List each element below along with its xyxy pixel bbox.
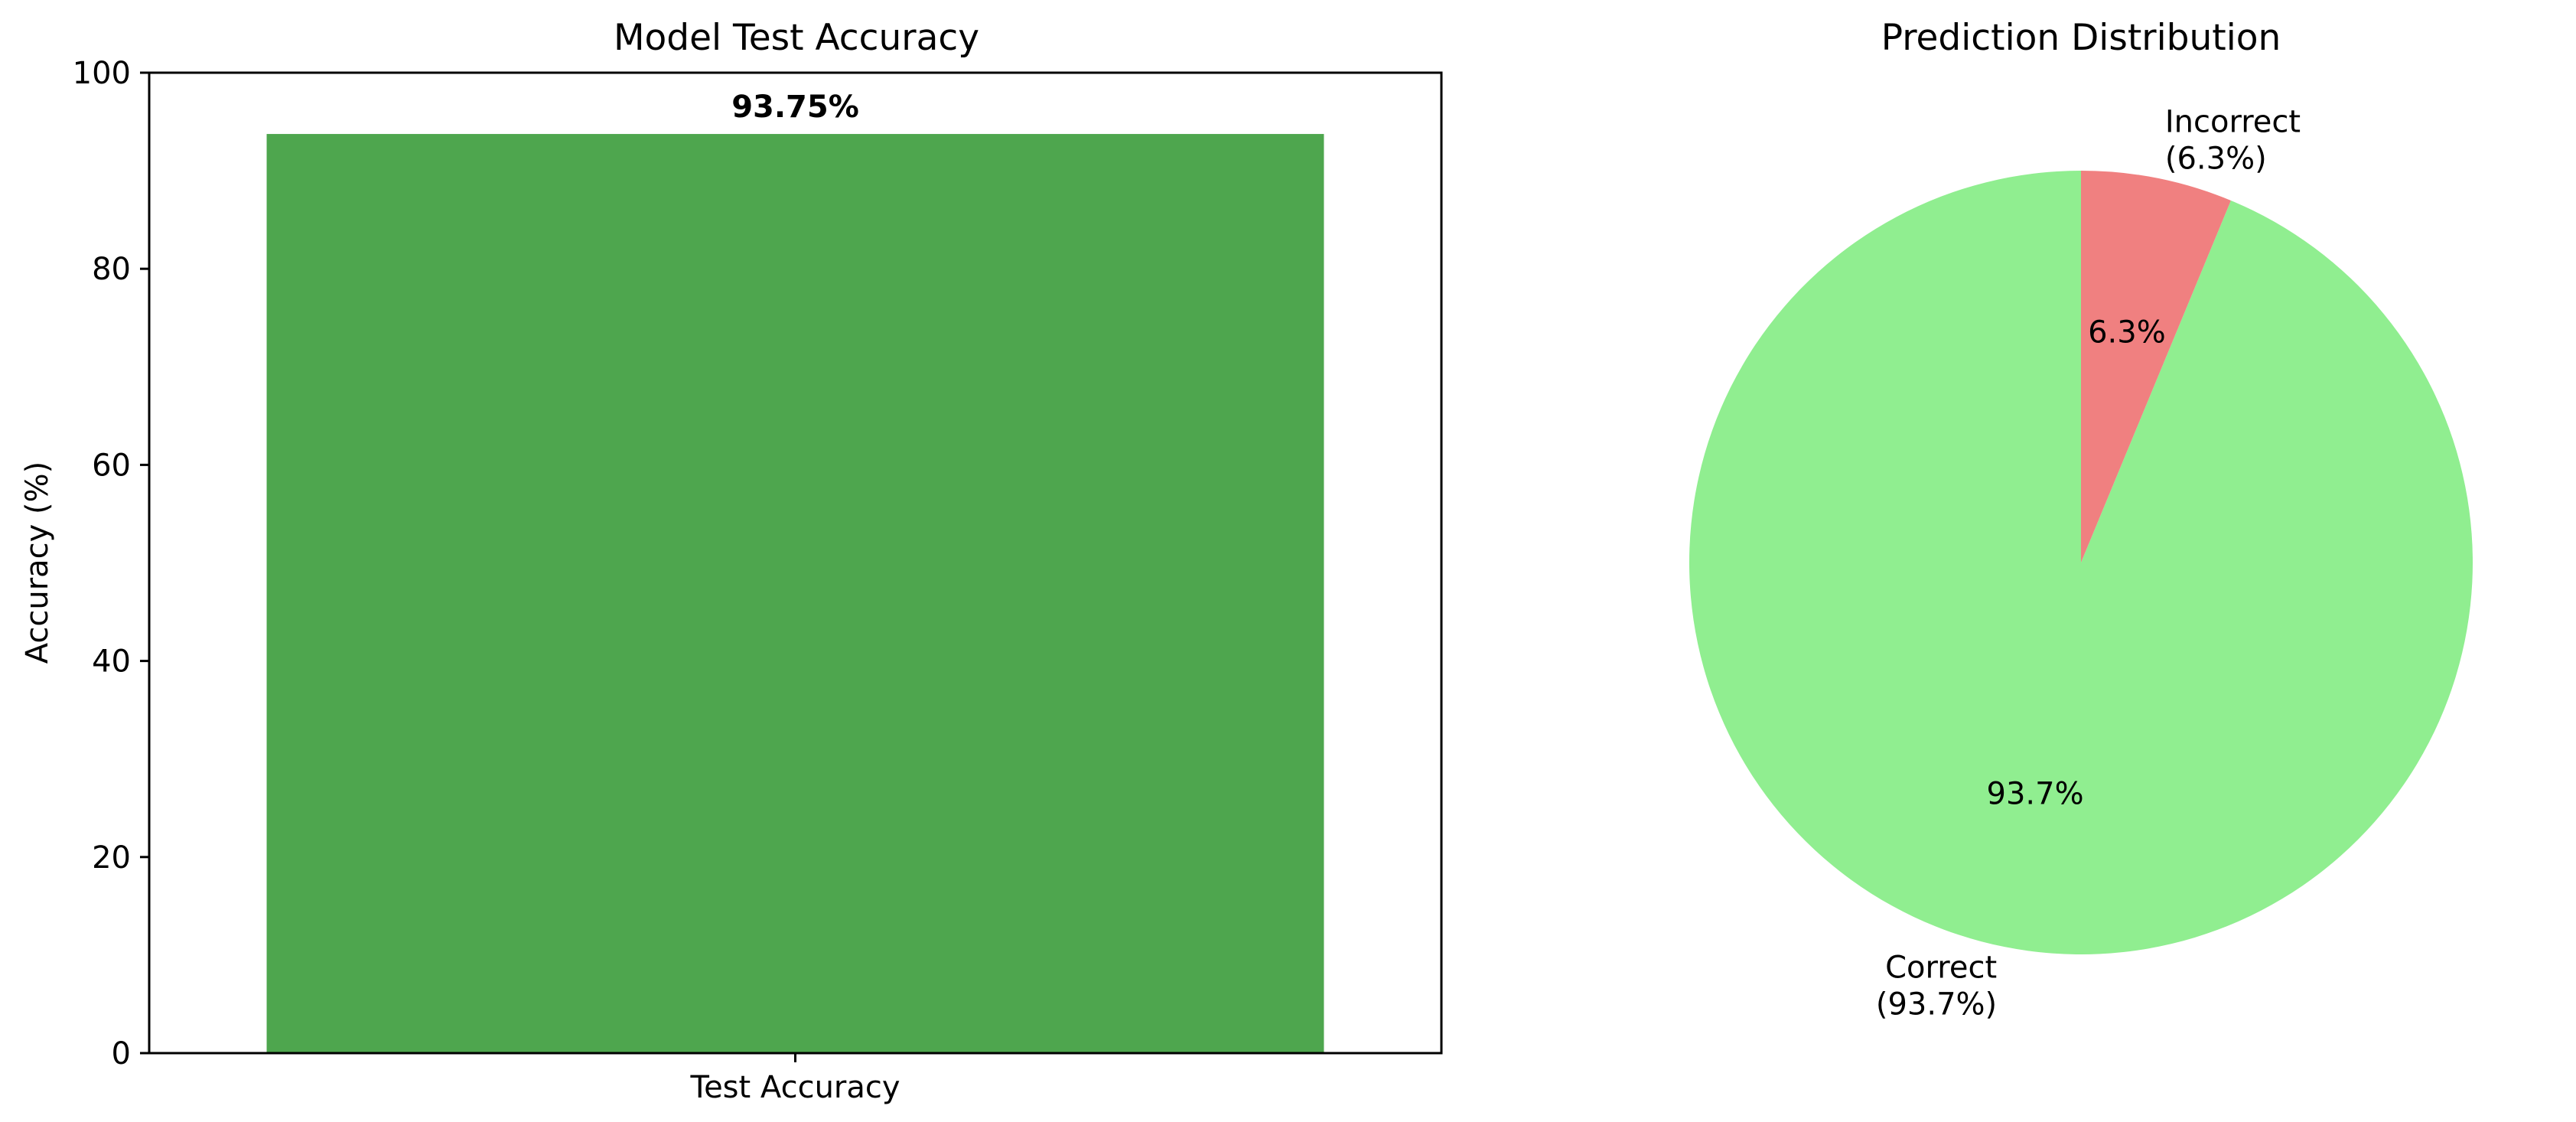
x-axis-ticks: Test Accuracy (689, 1053, 900, 1105)
y-tick-label: 0 (112, 1036, 131, 1071)
bar-chart: Model Test Accuracy 93.75% 020406080100 … (20, 17, 1443, 1105)
bar-marks: 93.75% (266, 90, 1324, 1053)
bar-data-label: 93.75% (731, 90, 859, 125)
pie-percent-label: 93.7% (1987, 776, 2084, 811)
y-axis-label: Accuracy (%) (20, 462, 55, 664)
y-axis-ticks: 0 20 40 60 80 100 (73, 56, 149, 1071)
pie-chart: Prediction Distribution 93.7% Correct (93.… (1689, 17, 2473, 1022)
x-tick-label: Test Accuracy (689, 1070, 900, 1105)
y-tick-label: 80 (92, 252, 131, 287)
pie-chart-title: Prediction Distribution (1881, 17, 2281, 59)
pie-outer-label: Incorrect (6.3%) (2165, 105, 2301, 177)
pie-outer-label: Correct (93.7%) (1876, 950, 1997, 1022)
pie-outer-label-line: (6.3%) (2165, 142, 2267, 177)
y-tick-label: 20 (92, 840, 131, 876)
pie-percent-label: 6.3% (2088, 315, 2166, 351)
pie-outer-label-line: Correct (1885, 950, 1997, 985)
pie-outer-label-line: (93.7%) (1876, 987, 1997, 1022)
y-tick-label: 40 (92, 644, 131, 680)
pie-marks: 93.7% Correct (93.7%) 6.3% Incorrect (6.3%) (1689, 105, 2473, 1022)
bar (266, 134, 1324, 1053)
y-tick-label: 100 (73, 56, 131, 91)
pie-slice (2081, 171, 2231, 563)
pie-outer-label-line: Incorrect (2165, 105, 2301, 140)
y-tick-label: 60 (92, 448, 131, 483)
bar-chart-title: Model Test Accuracy (614, 17, 979, 59)
pie-slice (1689, 171, 2473, 954)
